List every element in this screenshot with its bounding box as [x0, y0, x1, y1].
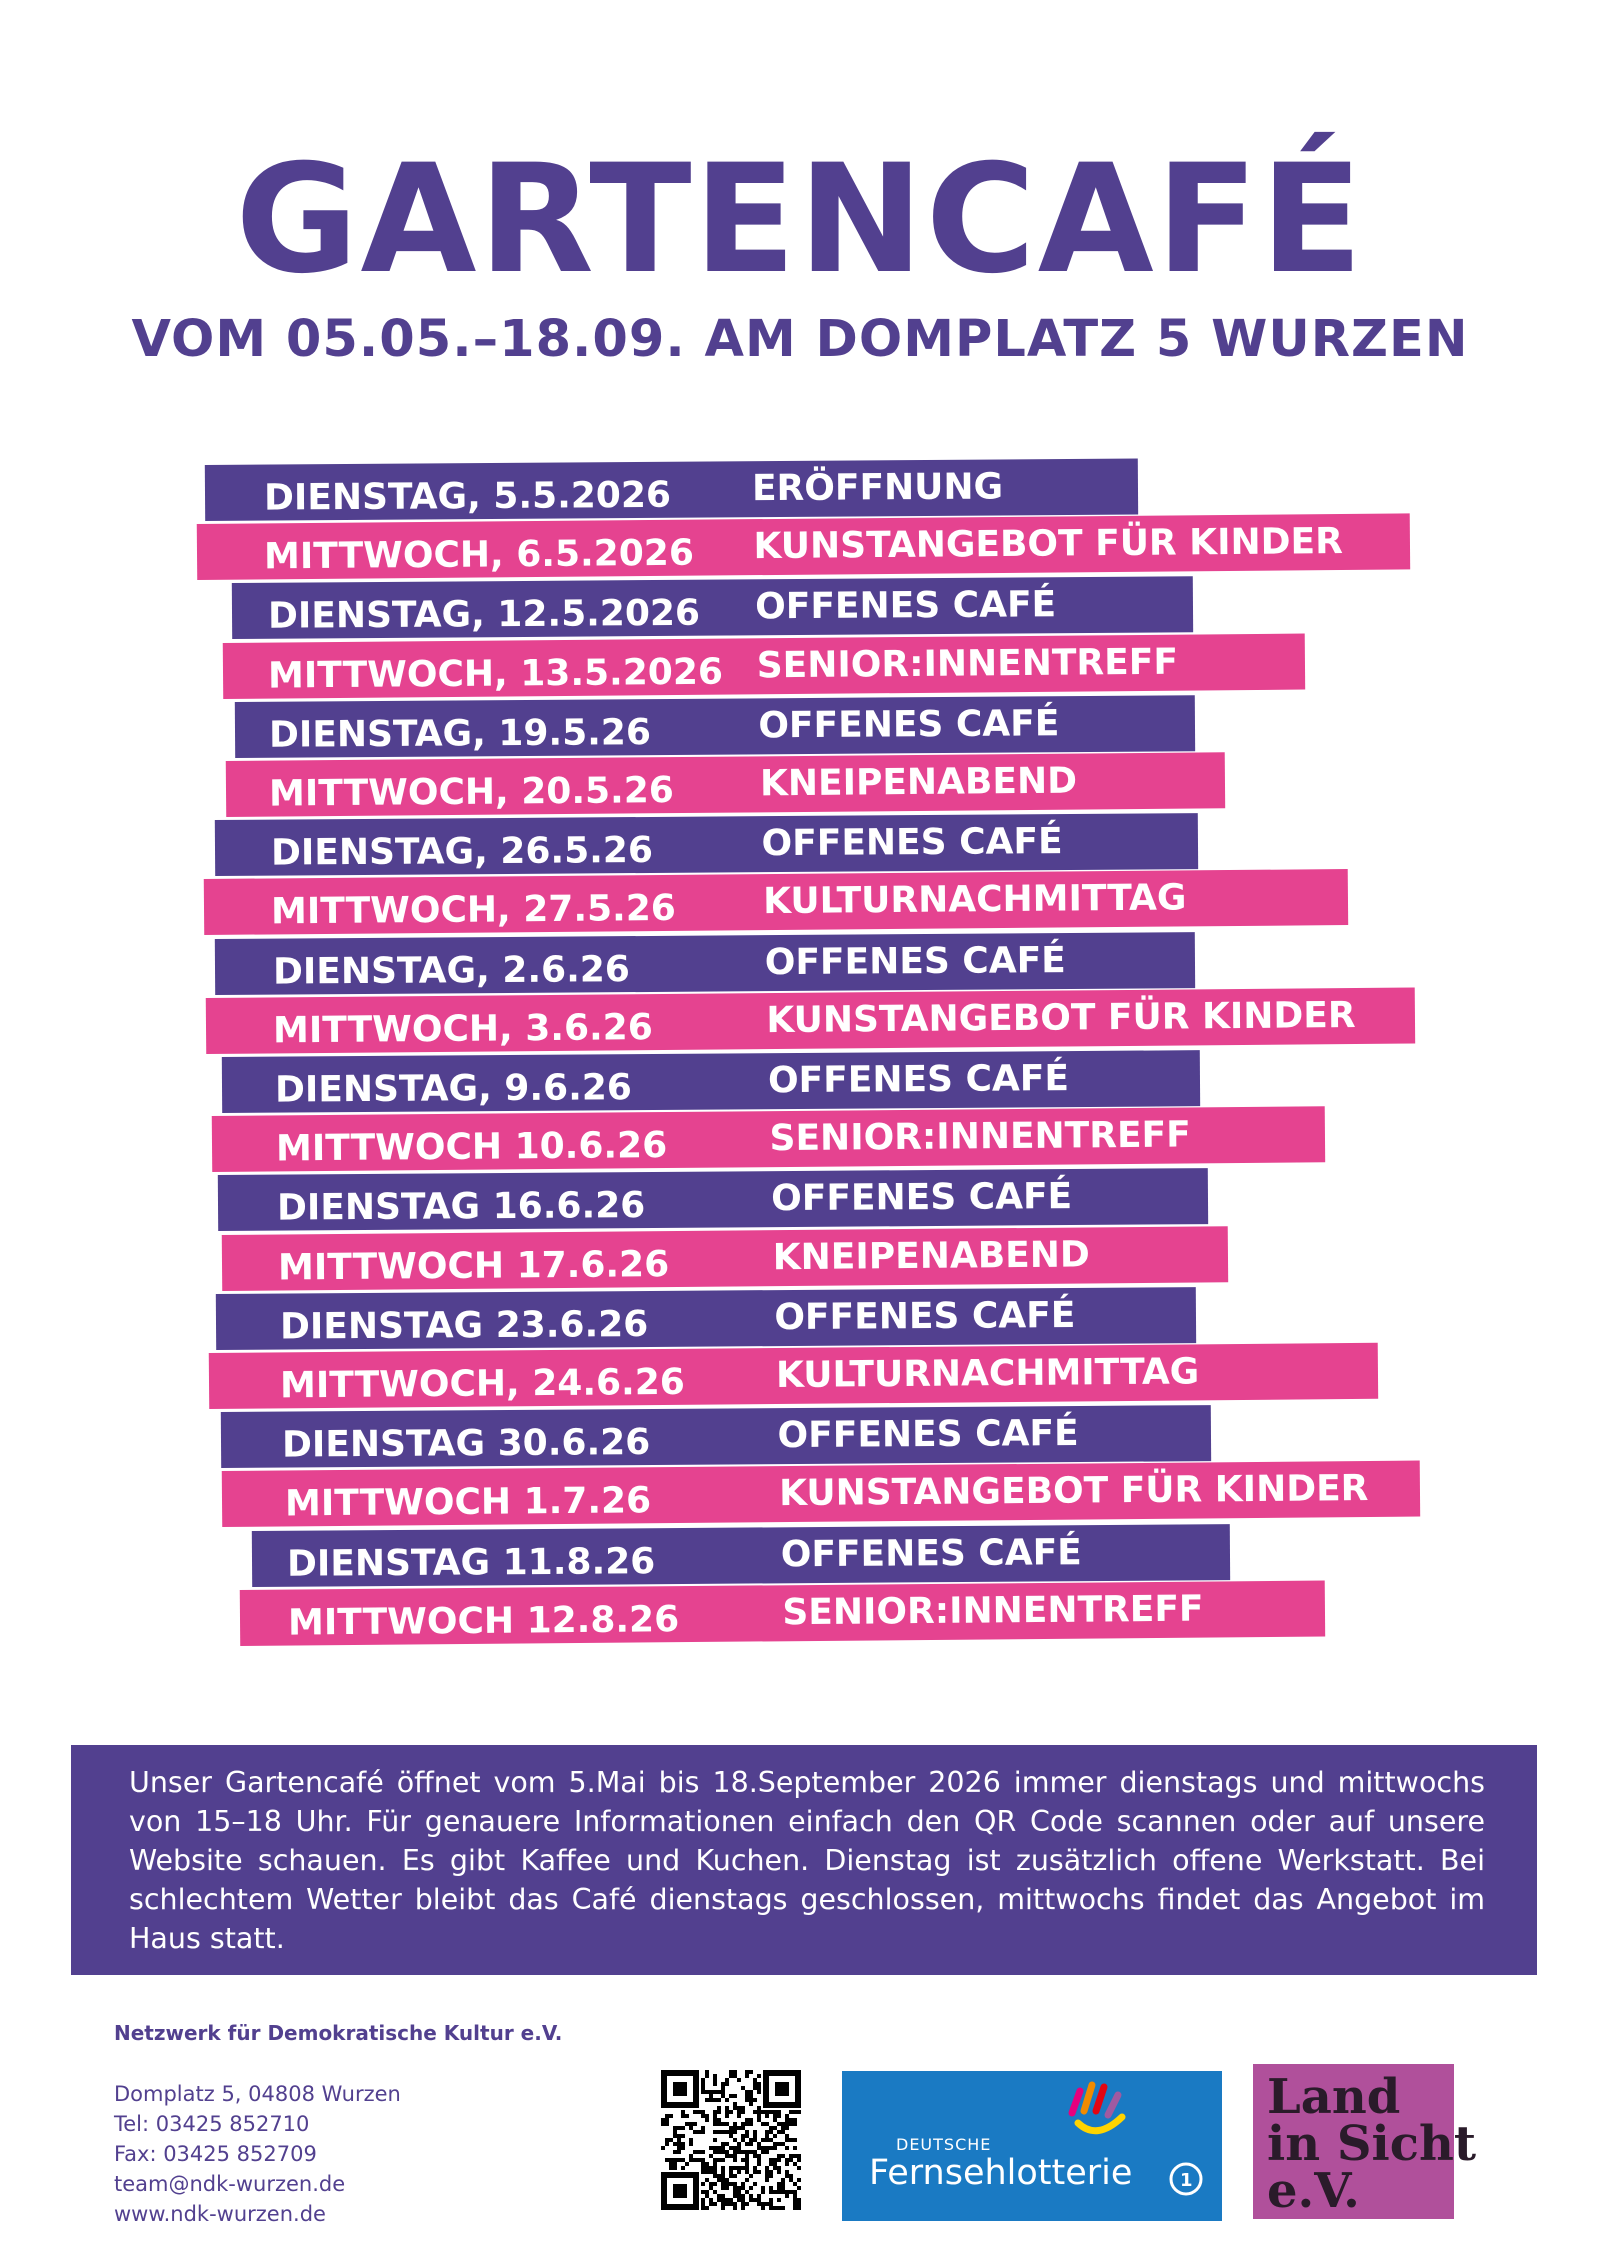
schedule-event: KULTURNACHMITTAG: [775, 1351, 1200, 1397]
schedule-row: MITTWOCH, 27.5.26 KULTURNACHMITTAG: [203, 869, 1349, 936]
schedule-event: OFFENES CAFÉ: [777, 1413, 1079, 1457]
schedule-date: MITTWOCH, 6.5.2026: [263, 532, 695, 578]
schedule-event: SENIOR:INNENTREFF: [769, 1114, 1191, 1160]
schedule-row: MITTWOCH, 3.6.26 KUNSTANGEBOT FÜR KINDER: [205, 987, 1416, 1054]
schedule-date: MITTWOCH 1.7.26: [284, 1480, 652, 1525]
contact-address: Domplatz 5, 04808 Wurzen: [114, 2082, 401, 2106]
schedule-date: MITTWOCH 10.6.26: [275, 1125, 668, 1170]
contact-info: Domplatz 5, 04808 Wurzen Tel: 03425 8527…: [114, 2079, 401, 2229]
schedule-event: SENIOR:INNENTREFF: [756, 641, 1179, 686]
sponsor-fernsehlotterie-logo: 1 DEUTSCHE Fernsehlotterie: [842, 2071, 1222, 2221]
schedule-event: OFFENES CAFÉ: [767, 1058, 1070, 1102]
sponsor-land-in-sicht-logo: Land in Sicht e.V.: [1253, 2064, 1477, 2219]
schedule-date: DIENSTAG, 2.6.26: [272, 948, 631, 993]
contact-website: www.ndk-wurzen.de: [114, 2202, 326, 2226]
page-subtitle: VOM 05.05.–18.09. AM DOMPLATZ 5 WURZEN: [131, 310, 1469, 369]
schedule-row: DIENSTAG 23.6.26 OFFENES CAFÉ: [215, 1286, 1197, 1350]
schedule-date: MITTWOCH, 20.5.26: [268, 770, 675, 815]
schedule-event: OFFENES CAFÉ: [758, 703, 1060, 747]
schedule-row: DIENSTAG, 12.5.2026 OFFENES CAFÉ: [231, 576, 1194, 640]
schedule-list: DIENSTAG, 5.5.2026 ERÖFFNUNG MITTWOCH, 6.5…: [196, 458, 1421, 1646]
schedule-row: DIENSTAG, 26.5.26 OFFENES CAFÉ: [214, 813, 1199, 877]
schedule-event: KUNSTANGEBOT FÜR KINDER: [778, 1468, 1369, 1515]
contact-tel: Tel: 03425 852710: [114, 2112, 310, 2136]
contact-email: team@ndk-wurzen.de: [114, 2172, 346, 2196]
schedule-event: OFFENES CAFÉ: [761, 821, 1063, 865]
schedule-event: KUNSTANGEBOT FÜR KINDER: [753, 521, 1344, 568]
schedule-row: DIENSTAG, 5.5.2026 ERÖFFNUNG: [204, 458, 1139, 521]
schedule-date: DIENSTAG, 9.6.26: [274, 1067, 633, 1111]
qr-code-icon[interactable]: [661, 2070, 801, 2210]
schedule-event: OFFENES CAFÉ: [755, 584, 1057, 628]
schedule-row: DIENSTAG 11.8.26 OFFENES CAFÉ: [251, 1523, 1231, 1587]
schedule-date: DIENSTAG, 5.5.2026: [263, 474, 672, 519]
schedule-date: MITTWOCH, 3.6.26: [272, 1006, 653, 1052]
schedule-row: DIENSTAG, 2.6.26 OFFENES CAFÉ: [214, 931, 1196, 995]
land-line-1: Land: [1267, 2069, 1401, 2125]
schedule-date: MITTWOCH 17.6.26: [277, 1243, 670, 1289]
schedule-row: MITTWOCH, 13.5.2026 SENIOR:INNENTREFF: [222, 633, 1306, 699]
schedule-date: DIENSTAG 23.6.26: [279, 1303, 649, 1348]
schedule-row: DIENSTAG, 19.5.26 OFFENES CAFÉ: [234, 695, 1196, 758]
schedule-row: DIENSTAG 16.6.26 OFFENES CAFÉ: [217, 1168, 1209, 1232]
schedule-date: MITTWOCH, 13.5.2026: [267, 651, 724, 697]
schedule-date: DIENSTAG 11.8.26: [286, 1540, 656, 1585]
schedule-row: MITTWOCH 17.6.26 KNEIPENABEND: [221, 1225, 1229, 1291]
schedule-event: KNEIPENABEND: [759, 760, 1078, 805]
organization-name: Netzwerk für Demokratische Kultur e.V.: [114, 2021, 563, 2045]
hand-logo-icon: 1: [1068, 2081, 1203, 2196]
schedule-row: DIENSTAG, 9.6.26 OFFENES CAFÉ: [221, 1050, 1201, 1113]
schedule-row: DIENSTAG 30.6.26 OFFENES CAFÉ: [220, 1405, 1212, 1469]
land-line-3: e.V.: [1267, 2163, 1360, 2219]
schedule-event: KUNSTANGEBOT FÜR KINDER: [766, 994, 1356, 1041]
schedule-row: MITTWOCH 10.6.26 SENIOR:INNENTREFF: [211, 1106, 1326, 1173]
schedule-event: KULTURNACHMITTAG: [762, 877, 1187, 923]
schedule-date: DIENSTAG, 19.5.26: [268, 711, 652, 756]
schedule-row: MITTWOCH, 20.5.26 KNEIPENABEND: [225, 752, 1226, 817]
contact-fax: Fax: 03425 852709: [114, 2142, 317, 2166]
schedule-row: MITTWOCH 1.7.26 KUNSTANGEBOT FÜR KINDER: [221, 1460, 1421, 1528]
schedule-date: DIENSTAG, 12.5.2026: [267, 593, 701, 638]
sponsor-big-label: Fernsehlotterie: [869, 2153, 1133, 2193]
schedule-row: MITTWOCH, 24.6.26 KULTURNACHMITTAG: [208, 1342, 1379, 1409]
schedule-event: ERÖFFNUNG: [751, 466, 1004, 510]
svg-text:1: 1: [1180, 2170, 1193, 2191]
schedule-date: MITTWOCH 12.8.26: [287, 1598, 680, 1644]
schedule-date: MITTWOCH, 24.6.26: [279, 1361, 686, 1407]
schedule-date: DIENSTAG 30.6.26: [281, 1422, 651, 1466]
schedule-event: OFFENES CAFÉ: [771, 1176, 1073, 1220]
schedule-row: MITTWOCH 12.8.26 SENIOR:INNENTREFF: [239, 1580, 1326, 1646]
schedule-event: KNEIPENABEND: [772, 1234, 1090, 1278]
schedule-date: MITTWOCH, 27.5.26: [270, 888, 677, 933]
schedule-event: SENIOR:INNENTREFF: [782, 1588, 1204, 1634]
schedule-event: OFFENES CAFÉ: [780, 1531, 1082, 1575]
schedule-date: DIENSTAG, 26.5.26: [270, 830, 654, 874]
schedule-event: OFFENES CAFÉ: [764, 939, 1066, 983]
land-line-2: in Sicht: [1267, 2116, 1477, 2172]
schedule-date: DIENSTAG 16.6.26: [276, 1185, 646, 1229]
sponsor-small-label: DEUTSCHE: [896, 2135, 992, 2154]
info-box: Unser Gartencafé öffnet vom 5.Mai bis 18…: [71, 1745, 1537, 1975]
page-title: GARTENCAFÉ: [235, 133, 1365, 307]
schedule-row: MITTWOCH, 6.5.2026 KUNSTANGEBOT FÜR KINDE…: [196, 513, 1411, 581]
schedule-event: OFFENES CAFÉ: [774, 1294, 1076, 1338]
